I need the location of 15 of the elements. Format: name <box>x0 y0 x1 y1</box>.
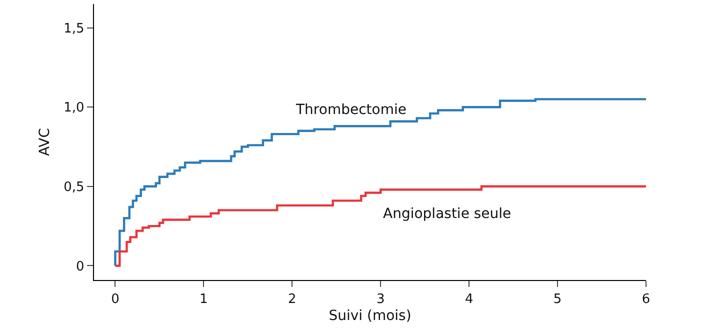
series-label: Thrombectomie <box>295 102 406 118</box>
y-tick-label: 0 <box>76 259 84 274</box>
x-tick-label: 3 <box>376 292 385 307</box>
x-tick-label: 4 <box>464 292 474 307</box>
series-label: Angioplastie seule <box>383 206 512 222</box>
x-tick-label: 6 <box>642 292 650 307</box>
x-tick-label: 0 <box>111 292 120 307</box>
y-tick-label: 0,5 <box>64 180 84 195</box>
y-tick-label: 1,0 <box>64 100 84 116</box>
x-tick-label: 5 <box>553 292 562 307</box>
y-axis-title: AVC <box>37 128 54 156</box>
x-tick-label: 2 <box>288 292 296 307</box>
y-tick-label: 1,5 <box>64 21 84 36</box>
x-tick-label: 1 <box>200 292 208 307</box>
x-axis-title: Suivi (mois) <box>328 308 412 324</box>
